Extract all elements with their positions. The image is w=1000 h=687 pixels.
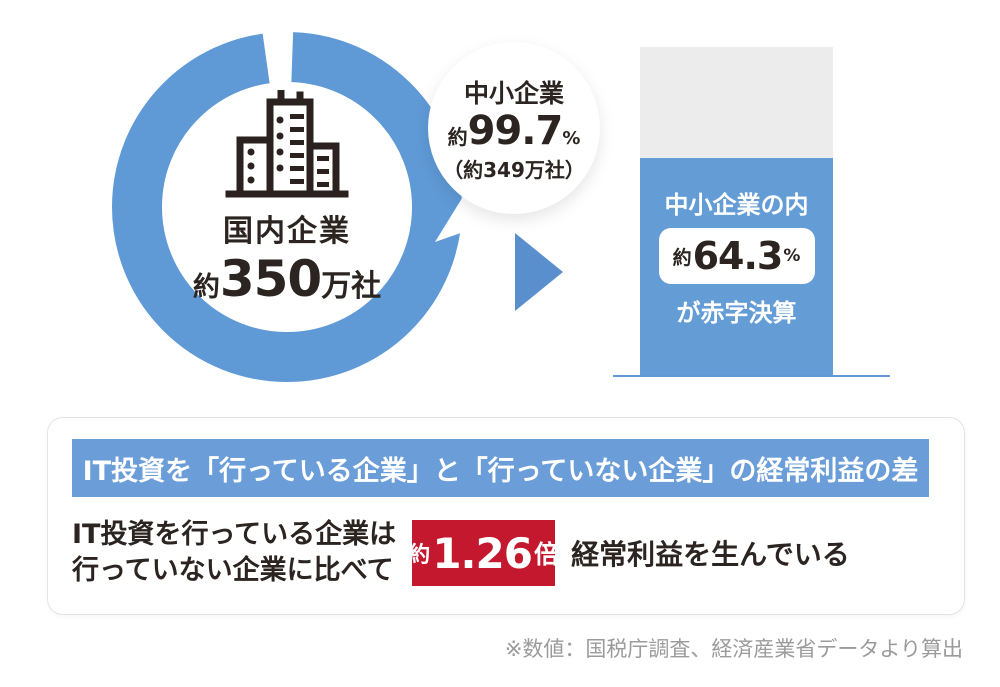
- donut-value-number: 350: [219, 250, 322, 308]
- donut-ring: [112, 32, 462, 382]
- comparison-line2: 行っていない企業に比べて: [72, 555, 394, 586]
- ratio-badge: 約 1.26 倍: [408, 520, 559, 586]
- bar-percentage-badge: 約 64.3 %: [658, 228, 815, 284]
- it-investment-comparison-card: IT投資を「行っている企業」と「行っていない企業」の経常利益の差 IT投資を行っ…: [47, 417, 965, 615]
- comparison-line1: IT投資を行っている企業は: [72, 519, 397, 550]
- donut-label: 国内企業: [223, 214, 351, 249]
- donut-chart: 国内企業 約 350 万社: [112, 32, 462, 382]
- bar-badge-unit: %: [783, 246, 801, 266]
- source-note: ※数値：国税庁調査、経済産業省データより算出: [504, 637, 963, 661]
- donut-value: 約 350 万社: [193, 250, 381, 308]
- buildings-icon: [225, 90, 349, 198]
- ratio-badge-suffix: 倍: [533, 540, 559, 569]
- donut-value-prefix: 約: [192, 272, 220, 303]
- donut-center: 国内企業 約 350 万社: [162, 90, 412, 330]
- bubble-value-number: 99.7: [467, 107, 564, 154]
- deficit-bar-chart: 中小企業の内 約 64.3 % が赤字決算: [640, 47, 833, 375]
- bar-badge-number: 64.3: [692, 234, 784, 278]
- bar-empty-segment: [640, 47, 833, 158]
- comparison-body: IT投資を行っている企業は 行っていない企業に比べて 約 1.26 倍 経常利益…: [72, 513, 940, 593]
- bar-badge-prefix: 約: [672, 246, 692, 269]
- bubble-value-prefix: 約: [447, 124, 468, 149]
- bar-top-label: 中小企業の内: [664, 191, 809, 219]
- comparison-header: IT投資を「行っている企業」と「行っていない企業」の経常利益の差: [72, 439, 929, 497]
- bubble-value: 約 99.7 %: [448, 108, 581, 154]
- sme-callout-bubble: 中小企業 約 99.7 % （約349万社）: [428, 42, 600, 214]
- ratio-badge-number: 1.26: [432, 528, 533, 578]
- comparison-text: IT投資を行っている企業は 行っていない企業に比べて: [72, 517, 396, 589]
- bubble-value-unit: %: [562, 127, 581, 149]
- bar-baseline: [613, 375, 890, 377]
- bubble-subtext: （約349万社）: [443, 157, 585, 182]
- arrow-right-icon: [515, 233, 563, 311]
- bubble-title: 中小企業: [463, 78, 564, 108]
- bar-filled-segment: 中小企業の内 約 64.3 % が赤字決算: [640, 158, 833, 375]
- donut-value-suffix: 万社: [321, 269, 382, 304]
- comparison-tail-text: 経常利益を生んでいる: [571, 538, 850, 571]
- ratio-badge-prefix: 約: [408, 543, 431, 568]
- bar-bottom-label: が赤字決算: [676, 299, 797, 327]
